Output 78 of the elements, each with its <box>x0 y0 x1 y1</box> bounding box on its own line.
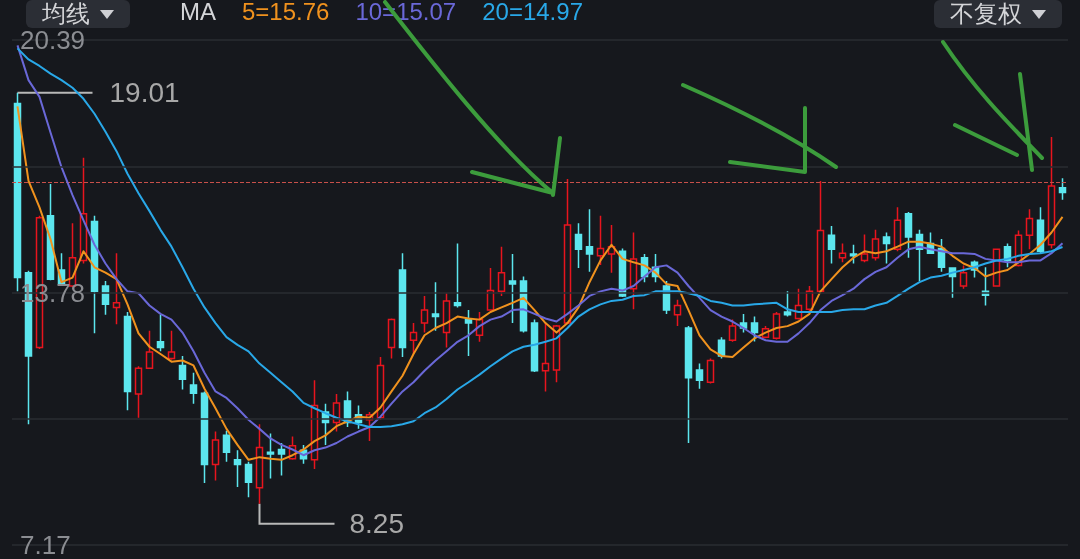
candlestick <box>112 252 121 325</box>
candlestick <box>992 247 1001 288</box>
candlestick <box>1058 177 1067 201</box>
candlestick <box>838 242 847 264</box>
candlestick <box>1047 136 1056 250</box>
candlestick <box>453 242 462 309</box>
candlestick <box>684 325 693 444</box>
candlestick <box>574 222 583 269</box>
candlestick <box>233 449 242 488</box>
candlestick <box>332 393 341 433</box>
candlestick <box>431 281 440 332</box>
text: 5=15.76 <box>242 0 330 25</box>
candlestick <box>585 208 594 273</box>
candlestick <box>277 442 286 477</box>
candlestick <box>409 322 418 355</box>
candlestick <box>563 178 572 325</box>
dropdown-button: 均线 <box>26 0 130 28</box>
candlestick <box>816 180 825 294</box>
candlestick <box>200 390 209 484</box>
candlestick <box>959 264 968 290</box>
candlestick <box>442 292 451 349</box>
candlestick <box>486 267 495 312</box>
candlestick <box>145 329 154 370</box>
candlestick <box>244 460 253 498</box>
candlestick <box>860 233 869 264</box>
candlestick <box>387 317 396 360</box>
candlestick <box>266 432 275 480</box>
y-tick-label: 20.39 <box>20 25 86 55</box>
candlestick <box>541 322 550 393</box>
candlestick <box>695 362 704 390</box>
candlestick <box>255 423 264 505</box>
candlestick <box>1014 229 1023 268</box>
candlestick <box>497 245 506 297</box>
y-tick-label: 7.17 <box>20 530 71 559</box>
candlestick <box>673 299 682 327</box>
candlestick <box>750 315 759 343</box>
candlestick <box>420 295 429 334</box>
candlestick <box>761 325 770 340</box>
candlestick <box>134 365 143 419</box>
candlestick <box>1025 208 1034 251</box>
candlestick <box>376 356 385 421</box>
candlestick <box>794 287 803 321</box>
candlestick <box>805 285 814 313</box>
candlestick <box>464 309 473 357</box>
candlestick <box>222 430 231 463</box>
candlestick <box>530 318 539 373</box>
annotation: 19.01 <box>109 77 180 109</box>
candlestick <box>871 229 880 262</box>
text: 20=14.97 <box>482 0 583 25</box>
candlestick <box>849 244 858 265</box>
candlestick <box>475 311 484 343</box>
candlestick <box>178 355 187 391</box>
candlestick <box>629 231 638 311</box>
dropdown-button: 不复权 <box>934 0 1062 28</box>
candlestick <box>508 253 517 324</box>
candlestick <box>211 430 220 482</box>
candlestick <box>596 214 605 266</box>
candlestick <box>706 357 715 385</box>
candlestick <box>156 313 165 353</box>
candlestick <box>365 411 374 442</box>
candlestick <box>904 211 913 259</box>
candlestick <box>398 252 407 358</box>
candlestick <box>783 290 792 318</box>
candlestick <box>310 379 319 470</box>
candlestick <box>882 231 891 265</box>
candlestick <box>167 329 176 361</box>
annotation: 8.25 <box>349 508 404 540</box>
candlestick <box>827 225 836 265</box>
candlestick <box>123 311 132 411</box>
candlestick <box>189 371 198 405</box>
legend-title: MA <box>180 0 216 25</box>
candlestick <box>772 311 781 341</box>
candlestick <box>893 206 902 252</box>
candlestick <box>288 435 297 461</box>
candlestick <box>552 324 561 384</box>
candlestick <box>79 156 88 265</box>
candlestick <box>607 224 616 274</box>
line-series <box>16 105 1064 461</box>
